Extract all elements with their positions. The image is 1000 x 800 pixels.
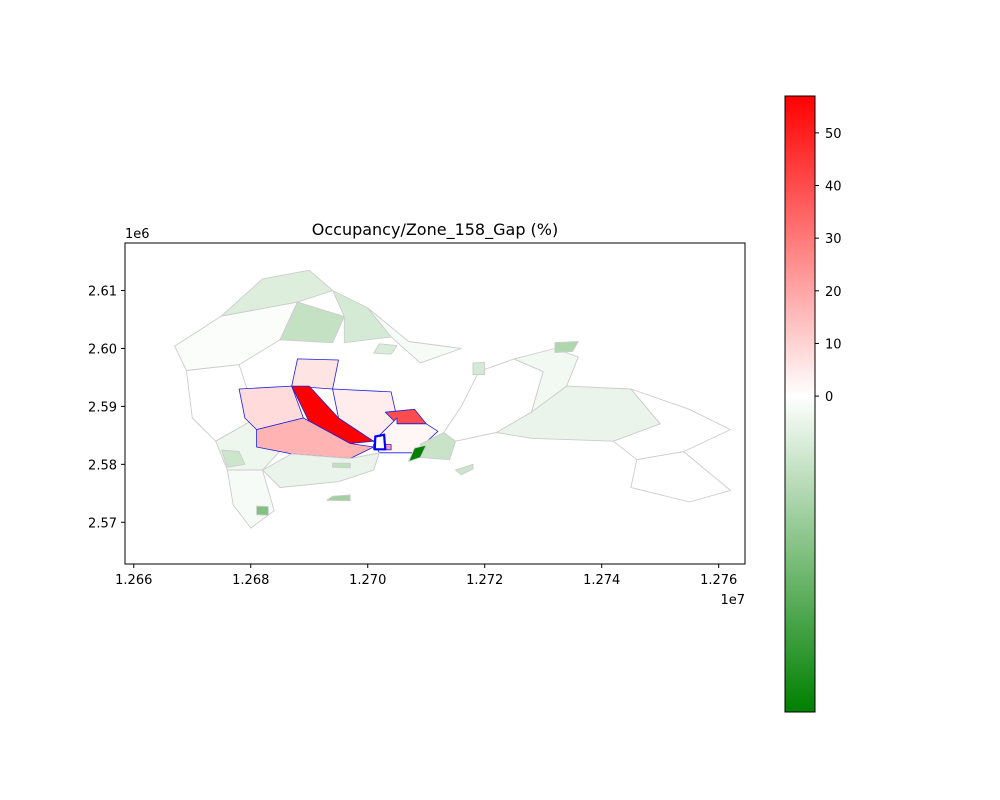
colorbar-gradient (785, 96, 815, 712)
colorbar-tick-label: 50 (825, 127, 842, 142)
zone-east-8 (630, 451, 731, 503)
axes-frame (124, 242, 746, 565)
x-tick-label: 1.266 (115, 573, 152, 588)
zone-north-c (373, 343, 398, 355)
colorbar-tick-label: 30 (825, 232, 842, 247)
zone-hl-south (256, 417, 375, 459)
colorbar-tick-label: 0 (825, 390, 833, 405)
x-tick-label: 1.272 (466, 573, 503, 588)
x-tick-label: 1.276 (700, 573, 737, 588)
focus-zone-outline (373, 433, 387, 451)
map-zones (174, 269, 731, 529)
y-tick-label: 2.58 (88, 458, 117, 473)
x-tick-label: 1.270 (349, 573, 386, 588)
x-axis-ticks: 1.266 1.268 1.270 1.272 1.274 1.276 (115, 564, 737, 588)
chart-title: Occupancy/Zone_158_Gap (%) (312, 220, 559, 240)
colorbar: 0 10 20 30 40 50 (784, 95, 842, 713)
zone-west-f (226, 469, 275, 529)
zone-north-a (332, 290, 392, 344)
colorbar-tick-label: 40 (825, 180, 842, 195)
zone-west-g (221, 449, 246, 468)
zone-south-c (332, 462, 351, 469)
zone-south-a (262, 452, 380, 488)
y-tick-label: 2.61 (88, 285, 117, 300)
colorbar-ticks: 0 10 20 30 40 50 (815, 127, 842, 405)
map-plot-area (124, 242, 746, 565)
zone-west-h (256, 505, 269, 516)
y-tick-label: 2.59 (88, 400, 117, 415)
y-tick-label: 2.57 (88, 516, 117, 531)
zone-north-b (367, 307, 462, 364)
zone-east-7 (455, 463, 474, 476)
colorbar-tick-label: 20 (825, 285, 842, 300)
colorbar-tick-label: 10 (825, 337, 842, 352)
y-offset-label: 1e6 (125, 227, 150, 242)
zone-east-3 (554, 341, 579, 353)
x-offset-label: 1e7 (720, 593, 745, 608)
zone-east-4 (472, 361, 486, 375)
colorbar-frame (784, 95, 816, 713)
zone-east-dark (408, 444, 427, 462)
zone-hl-north (291, 358, 339, 390)
y-tick-label: 2.60 (88, 342, 117, 357)
x-tick-label: 1.274 (583, 573, 620, 588)
x-tick-label: 1.268 (232, 573, 269, 588)
y-axis-ticks: 2.57 2.58 2.59 2.60 2.61 (88, 285, 125, 531)
zone-south-b (326, 494, 351, 502)
zone-west-b (221, 269, 334, 317)
